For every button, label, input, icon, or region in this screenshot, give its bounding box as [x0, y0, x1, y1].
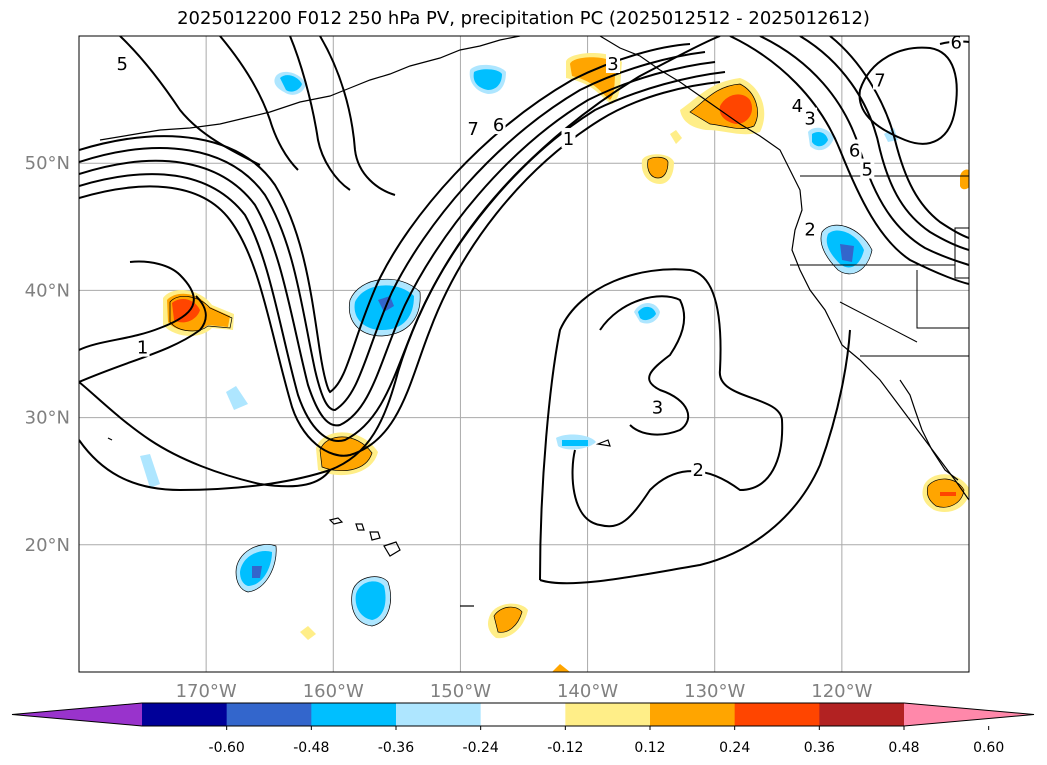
- map-title: 2025012200 F012 250 hPa PV, precipitatio…: [177, 8, 870, 29]
- contour-label: 5: [117, 54, 128, 75]
- colorbar-tick-label: -0.24: [463, 740, 499, 756]
- contour-label-bg: [135, 336, 150, 357]
- pv-contours: [79, 36, 969, 585]
- contour-label-bg: [790, 94, 805, 115]
- contour-label-bg: [847, 139, 862, 160]
- coastlines: [99, 36, 969, 607]
- contour-label-bg: [650, 396, 665, 417]
- contour-label-bg: [606, 52, 620, 73]
- colorbar-swatch: [734, 703, 820, 726]
- lon-label: 160°W: [303, 681, 364, 702]
- contour-label-bg: [466, 117, 481, 138]
- precip-negative-hawaii-east: [351, 576, 391, 626]
- precip-positive-baja: [922, 474, 969, 512]
- colorbar: -0.60 -0.48 -0.36 -0.24 -0.12 0.12 0.24 0.36 0.4…: [11, 702, 1035, 756]
- colorbar-tick-label: 0.12: [634, 740, 665, 756]
- colorbar-swatch-min: [12, 703, 142, 726]
- precip-positive-south-edge: [552, 664, 570, 672]
- precip-positive-hawaii-east: [488, 603, 528, 639]
- colorbar-tick-label: -0.48: [293, 740, 329, 756]
- contour-label: 6: [493, 115, 504, 136]
- colorbar-swatch: [226, 703, 312, 726]
- contour-label: 6: [849, 140, 860, 161]
- colorbar-swatch: [142, 703, 228, 726]
- lon-label: 140°W: [557, 681, 618, 702]
- contour-label: 1: [137, 338, 148, 359]
- precip-negative-mid-pacific-core: [638, 306, 656, 321]
- borders: [790, 175, 969, 357]
- precip-positive-west-pacific: [163, 289, 234, 336]
- precip-positive-jet-south: [316, 432, 378, 476]
- lon-label: 120°W: [811, 681, 872, 702]
- colorbar-swatch: [480, 703, 566, 726]
- contour-label: 3: [652, 397, 663, 418]
- precip-positive-small-spot: [300, 626, 316, 640]
- colorbar-swatch: [819, 703, 905, 726]
- contour-label-bg: [691, 458, 706, 479]
- contour-label-bg: [115, 52, 130, 73]
- lat-label: 20°N: [25, 535, 70, 556]
- longitude-labels: 170°W 160°W 150°W 140°W 130°W 120°W: [176, 681, 873, 702]
- precip-negative-california: [820, 225, 872, 274]
- lon-label: 150°W: [430, 681, 491, 702]
- colorbar-tick-label: -0.60: [209, 740, 245, 756]
- colorbar-tick-label: -0.12: [547, 740, 583, 756]
- precip-negative-subtropic-core: [562, 440, 588, 446]
- contour-label: 3: [804, 109, 815, 130]
- contour-label-bg: [803, 218, 818, 239]
- contour-label: 7: [467, 119, 478, 140]
- lat-label: 50°N: [25, 153, 70, 174]
- precip-negative-north-pacific: [469, 64, 506, 94]
- contour-label: 3: [607, 54, 618, 75]
- contour-label-bg: [491, 114, 506, 135]
- contour-label: 7: [874, 71, 885, 92]
- contour-label-bg: [949, 36, 964, 52]
- colorbar-tick-label: 0.24: [719, 740, 750, 756]
- colorbar-swatch: [311, 703, 397, 726]
- contour-label-bg: [860, 158, 875, 179]
- colorbar-swatch: [565, 703, 651, 726]
- colorbar-swatch-max: [904, 703, 1034, 726]
- contour-label-bg: [873, 69, 887, 90]
- contour-label: 6: [951, 32, 962, 53]
- contour-label-bg: [561, 128, 576, 149]
- precip-positive-east-edge: [960, 169, 969, 190]
- latitude-labels: 50°N 40°N 30°N 20°N: [25, 153, 70, 556]
- precip-negative-vancouver-core: [812, 132, 828, 147]
- colorbar-tick-label: 0.60: [973, 740, 1004, 756]
- colorbar-tick-label: 0.36: [804, 740, 835, 756]
- precip-negative-aleutian: [274, 71, 306, 95]
- contour-label: 4: [792, 96, 803, 117]
- precip-positive-bc-coast: [670, 78, 765, 144]
- precip-negative-hawaii-west: [236, 544, 277, 592]
- precip-outlines: [169, 83, 965, 633]
- lat-label: 40°N: [25, 280, 70, 301]
- colorbar-tick-label: -0.36: [378, 740, 414, 756]
- precipitation-shading: [140, 52, 969, 672]
- colorbar-swatch: [396, 703, 482, 726]
- precip-positive-mid-pacific: [641, 154, 674, 184]
- colorbar-outline: [11, 702, 1035, 727]
- gridlines: [79, 36, 969, 672]
- lon-label: 130°W: [684, 681, 745, 702]
- colorbar-swatch: [650, 703, 736, 726]
- colorbar-tick-label: 0.48: [888, 740, 919, 756]
- contour-label-bg: [803, 107, 818, 128]
- map-frame: [78, 35, 970, 673]
- contour-label: 5: [862, 160, 873, 181]
- lon-label: 170°W: [176, 681, 237, 702]
- precip-negative-small-west: [226, 386, 248, 410]
- contour-label: 1: [563, 129, 574, 150]
- contour-label: 2: [692, 460, 703, 481]
- precip-negative-far-west: [140, 454, 160, 488]
- contour-label: 2: [804, 219, 815, 240]
- lat-label: 30°N: [25, 408, 70, 429]
